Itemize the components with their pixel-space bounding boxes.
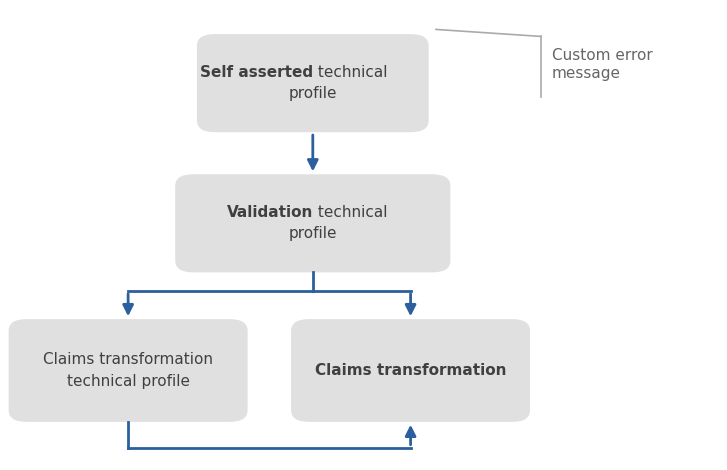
FancyBboxPatch shape: [291, 319, 530, 422]
FancyBboxPatch shape: [197, 34, 429, 132]
Text: Custom error
message: Custom error message: [552, 48, 653, 81]
FancyBboxPatch shape: [9, 319, 248, 422]
Text: technical profile: technical profile: [67, 374, 190, 389]
Text: Self asserted: Self asserted: [200, 65, 313, 80]
Text: profile: profile: [289, 86, 337, 102]
FancyBboxPatch shape: [175, 174, 451, 273]
Text: Claims transformation: Claims transformation: [43, 352, 213, 368]
Text: Claims transformation: Claims transformation: [315, 363, 506, 378]
Text: technical: technical: [313, 205, 387, 220]
Text: profile: profile: [289, 227, 337, 242]
Text: technical: technical: [313, 65, 387, 80]
Text: Validation: Validation: [226, 205, 313, 220]
